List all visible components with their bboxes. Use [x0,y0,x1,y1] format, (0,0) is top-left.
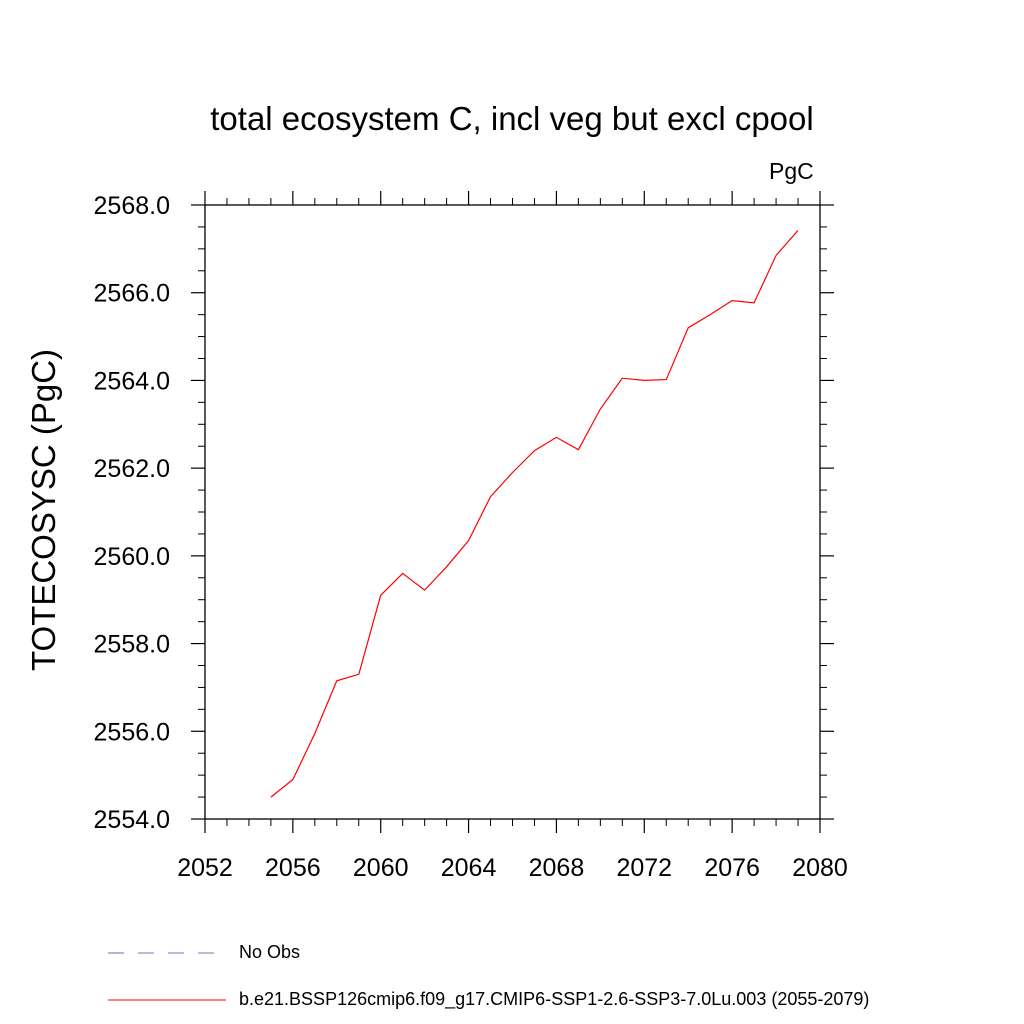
plot-frame [204,204,821,820]
y-tick-label: 2554.0 [94,806,170,834]
y-tick-label: 2564.0 [94,367,170,395]
x-tick-label: 2072 [616,854,672,882]
y-tick-label: 2556.0 [94,718,170,746]
y-tick-label: 2568.0 [94,192,170,220]
y-tick-label: 2558.0 [94,631,170,659]
x-tick-label: 2068 [529,854,585,882]
x-tick-label: 2060 [353,854,409,882]
legend-label: No Obs [239,942,301,962]
x-tick-label: 2052 [177,854,233,882]
x-tick-label: 2076 [704,854,760,882]
x-tick-label: 2064 [441,854,497,882]
chart-title: total ecosystem C, incl veg but excl cpo… [210,100,814,137]
y-tick-label: 2562.0 [94,455,170,483]
units-label: PgC [769,158,814,184]
series-lines [270,230,799,798]
legend [108,952,226,1001]
tick-labels: 2052 2056 2060 2064 2068 2072 2076 2080 2554.0 25… [94,192,848,882]
y-tick-label: 2566.0 [94,280,170,308]
y-tick-label: 2560.0 [94,543,170,571]
legend-label: b.e21.BSSP126cmip6.f09_g17.CMIP6-SSP1-2.… [239,989,870,1009]
x-tick-label: 2056 [265,854,321,882]
tick-marks [191,191,834,833]
x-tick-label: 2080 [792,854,848,882]
series-line [270,230,799,798]
